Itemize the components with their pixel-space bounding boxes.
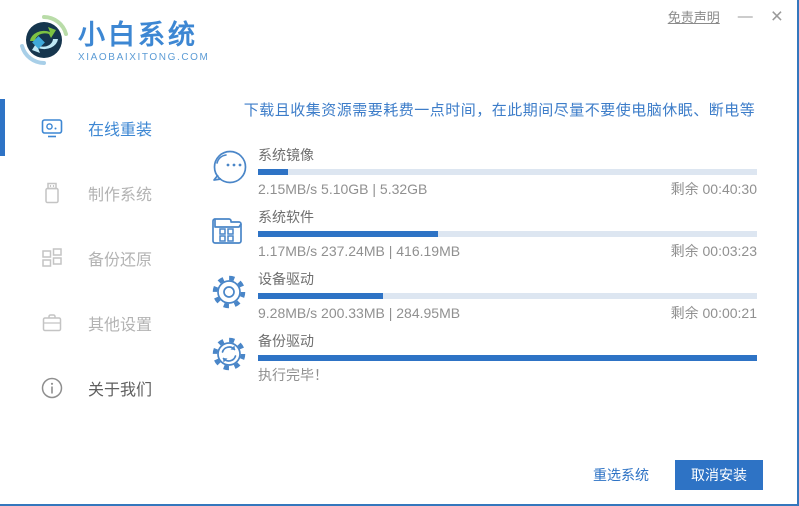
task-name: 系统镜像 [258,147,314,163]
task-time-remaining: 剩余 00:40:30 [670,181,757,197]
sidebar-item-about-us[interactable]: 关于我们 [0,355,200,420]
sidebar-item-label: 关于我们 [88,381,153,399]
sidebar-item-online-reinstall[interactable]: 在线重装 [0,95,200,160]
app-title-block: 小白系统 XIAOBAIXITONG.COM [78,20,209,63]
app-subtitle: XIAOBAIXITONG.COM [78,52,210,63]
sidebar-item-label: 在线重装 [88,121,153,139]
close-button[interactable]: × [770,4,783,28]
task-time-remaining: 剩余 00:03:23 [670,243,757,259]
progress-fill [258,355,757,361]
app-logo-icon [20,15,68,65]
task-row-system-software: 系统软件 1.17MB/s 237.24MB | 416.19MB 剩余 00:… [200,208,797,261]
progress-bar [258,293,757,299]
info-icon [41,377,63,398]
task-name: 系统软件 [258,209,314,225]
task-name: 备份驱动 [258,333,314,349]
progress-fill [258,293,383,299]
main-panel: 下载且收集资源需要耗费一点时间，在此期间尽量不要使电脑休眠、断电等 系统镜像 [200,85,797,394]
sidebar: 在线重装 制作系统 备份还原 [0,85,200,504]
gear-icon [212,275,246,309]
mascot-face-icon [213,150,247,184]
disclaimer-link[interactable]: 免责声明 [667,10,720,25]
usb-icon [45,182,59,203]
minimize-button[interactable]: — [737,7,753,25]
task-row-system-image: 系统镜像 2.15MB/s 5.10GB | 5.32GB 剩余 00:40:3… [200,146,797,199]
progress-bar [258,231,757,237]
app-title: 小白系统 [78,20,198,50]
sidebar-item-label: 备份还原 [88,251,153,269]
cancel-install-button[interactable]: 取消安装 [675,460,763,490]
title-bar: 小白系统 XIAOBAIXITONG.COM 免责声明 — × [0,0,797,85]
briefcase-icon [42,313,62,331]
task-row-device-driver: 设备驱动 9.28MB/s 200.33MB | 284.95MB 剩余 00:… [200,270,797,323]
monitor-icon [41,118,63,137]
sidebar-item-other-settings[interactable]: 其他设置 [0,290,200,355]
task-speed-size: 1.17MB/s 237.24MB | 416.19MB [258,243,461,259]
sidebar-item-label: 其他设置 [88,316,153,334]
progress-bar [258,169,757,175]
task-speed-size: 9.28MB/s 200.33MB | 284.95MB [258,305,461,321]
window-controls: 免责声明 — × [667,4,783,28]
task-time-remaining: 剩余 00:00:21 [670,305,757,321]
progress-fill [258,169,288,175]
task-list: 系统镜像 2.15MB/s 5.10GB | 5.32GB 剩余 00:40:3… [200,146,797,385]
reselect-system-link[interactable]: 重选系统 [593,467,649,483]
folder-icon [212,218,242,244]
task-speed-size: 2.15MB/s 5.10GB | 5.32GB [258,181,428,197]
gear-sync-icon [212,337,246,371]
footer-actions: 重选系统 取消安装 [593,460,763,490]
active-indicator [0,99,5,156]
task-name: 设备驱动 [258,271,314,287]
download-notice: 下载且收集资源需要耗费一点时间，在此期间尽量不要使电脑休眠、断电等 [243,102,756,119]
sidebar-item-make-system[interactable]: 制作系统 [0,160,200,225]
progress-bar [258,355,757,361]
task-row-backup-driver: 备份驱动 执行完毕！ [200,332,797,385]
sidebar-item-label: 制作系统 [88,186,153,204]
task-status-text: 执行完毕！ [258,367,328,383]
grid-icon [42,247,62,267]
progress-fill [258,231,438,237]
sidebar-item-backup-restore[interactable]: 备份还原 [0,225,200,290]
